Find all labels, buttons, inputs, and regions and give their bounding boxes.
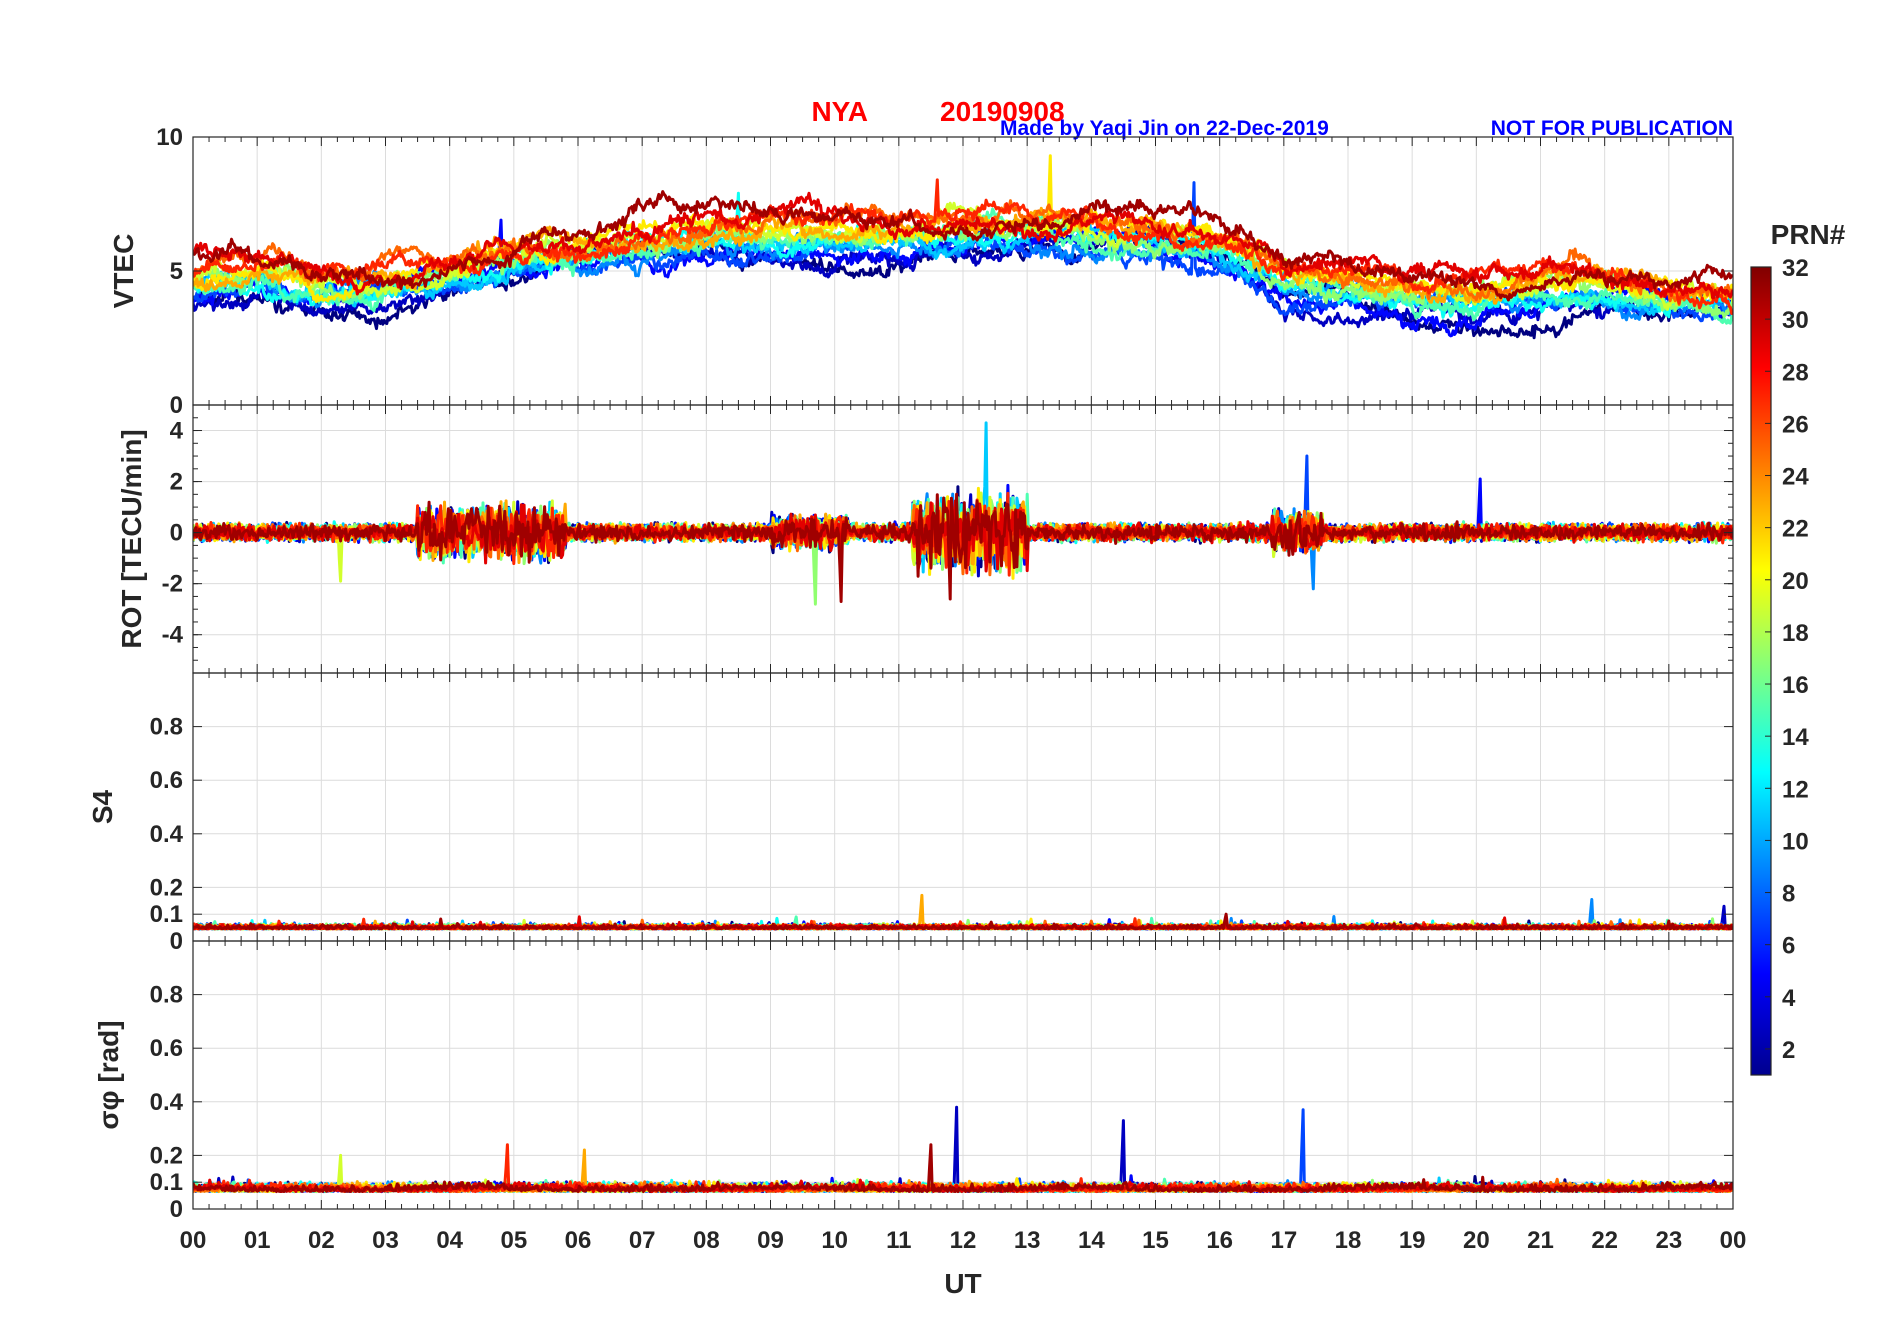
y-tick-label: 0.4 [150, 1089, 184, 1116]
y-tick-label: 2 [170, 469, 183, 496]
x-tick-label: 15 [1142, 1227, 1169, 1254]
chart-notice: NOT FOR PUBLICATION [1491, 117, 1733, 140]
rot-ticks: -4 -2 0 2 4 [162, 405, 1734, 673]
y-tick-label: 0.2 [150, 874, 183, 901]
y-tick-label: -4 [162, 622, 184, 649]
colorbar-tick-label: 16 [1782, 672, 1809, 699]
x-tick-label: 23 [1655, 1227, 1682, 1254]
prn-series-line [193, 912, 1733, 931]
colorbar-tick-label: 4 [1782, 985, 1796, 1012]
colorbar-tick-label: 12 [1782, 776, 1809, 803]
sigma-phi-ticks: 00.10.2 0.4 0.6 0.8 [150, 941, 1734, 1223]
x-tick-label: 21 [1527, 1227, 1554, 1254]
x-tick-label: 09 [757, 1227, 784, 1254]
sigma-phi-series [193, 1105, 1733, 1194]
x-tick-label: 16 [1206, 1227, 1233, 1254]
s4-series [193, 893, 1733, 931]
colorbar-tick-label: 14 [1782, 724, 1809, 751]
colorbar-tick-label: 28 [1782, 359, 1809, 386]
y-tick-label: 0.6 [150, 1035, 183, 1062]
y-tick-label: 0.1 [150, 901, 183, 928]
y-tick-label: 0.8 [150, 714, 183, 741]
y-tick-label: 0.4 [150, 821, 184, 848]
chart-credit: Made by Yaqi Jin on 22-Dec-2019 [1000, 117, 1329, 140]
colorbar-gradient [1751, 267, 1771, 1075]
x-tick-label: 17 [1270, 1227, 1297, 1254]
colorbar-tick-label: 10 [1782, 828, 1809, 855]
vtec-series [193, 154, 1733, 340]
x-tick-label: 02 [308, 1227, 335, 1254]
x-tick-label: 10 [821, 1227, 848, 1254]
x-tick-label: 12 [950, 1227, 977, 1254]
x-tick-label: 06 [565, 1227, 592, 1254]
colorbar-tick-label: 32 [1782, 255, 1809, 282]
colorbar-tick-label: 30 [1782, 307, 1809, 334]
colorbar-tick-label: 24 [1782, 464, 1809, 491]
x-tick-label: 13 [1014, 1227, 1041, 1254]
prn-series-line [193, 191, 1733, 300]
sigma-phi-grid [193, 941, 1733, 1209]
x-tick-label: 00 [1720, 1227, 1747, 1254]
y-tick-label: 0 [170, 928, 183, 955]
x-tick-label: 19 [1399, 1227, 1426, 1254]
x-tick-label: 07 [629, 1227, 656, 1254]
s4-grid [193, 673, 1733, 941]
x-tick-label: 03 [372, 1227, 399, 1254]
y-tick-label: 0 [170, 520, 183, 547]
x-tick-label: 22 [1591, 1227, 1618, 1254]
s4-ylabel: S4 [87, 789, 118, 824]
colorbar-tick-label: 6 [1782, 933, 1795, 960]
vtec-ticks: 0 5 10 [156, 124, 1734, 419]
x-tick-label: 00 [180, 1227, 207, 1254]
s4-ticks: 00.10.2 0.4 0.6 0.8 [150, 673, 1734, 955]
prn-series-line [193, 199, 1733, 306]
colorbar-tick-label: 22 [1782, 516, 1809, 543]
rot-ylabel: ROT [TECU/min] [116, 429, 147, 648]
rot-panel: -4 -2 0 2 4 ROT [TECU/min] [116, 404, 1734, 674]
x-tick-label: 14 [1078, 1227, 1105, 1254]
x-tick-label: 04 [436, 1227, 463, 1254]
colorbar-frame [1750, 266, 1772, 1076]
chart-title-date: 20190908 [940, 96, 1065, 127]
y-tick-label: 0.2 [150, 1142, 183, 1169]
y-tick-label: 0.8 [150, 982, 183, 1009]
prn-series-line [193, 492, 1733, 603]
rot-series [193, 421, 1733, 606]
colorbar-title: PRN# [1771, 219, 1846, 250]
vtec-panel: 0 5 10 VTEC [108, 124, 1734, 419]
y-tick-label: 4 [170, 418, 184, 445]
y-tick-label: 0 [170, 392, 183, 419]
x-tick-label: 05 [500, 1227, 527, 1254]
y-tick-label: 5 [170, 258, 183, 285]
colorbar-tick-label: 18 [1782, 620, 1809, 647]
vtec-ylabel: VTEC [108, 234, 139, 309]
x-tick-label: 18 [1335, 1227, 1362, 1254]
y-tick-label: 0.6 [150, 767, 183, 794]
x-tick-label: 20 [1463, 1227, 1490, 1254]
y-tick-label: 0 [170, 1196, 183, 1223]
colorbar-tick-label: 8 [1782, 881, 1795, 908]
colorbar-tick-label: 26 [1782, 411, 1809, 438]
colorbar-tick-label: 2 [1782, 1037, 1795, 1064]
colorbar-tick-label: 20 [1782, 568, 1809, 595]
y-tick-label: 10 [156, 124, 183, 151]
x-axis-ticks: 00 01 02 03 04 05 06 07 08 09 10 11 12 13 14 15 16 17 18 19… [180, 1227, 1747, 1254]
x-tick-label: 08 [693, 1227, 720, 1254]
chart-title-station: NYA [811, 96, 868, 127]
x-tick-label: 01 [244, 1227, 271, 1254]
y-tick-label: -2 [162, 571, 183, 598]
y-tick-label: 0.1 [150, 1169, 183, 1196]
prn-series-line [193, 1143, 1733, 1194]
sigma-phi-panel: 00.10.2 0.4 0.6 0.8 σφ [rad] [93, 940, 1734, 1223]
x-axis-label: UT [944, 1268, 981, 1299]
prn-series-line [193, 190, 1733, 302]
x-tick-label: 11 [886, 1227, 911, 1254]
s4-panel: 00.10.2 0.4 0.6 0.8 S4 [87, 672, 1734, 955]
sigma-phi-ylabel: σφ [rad] [93, 1020, 124, 1129]
